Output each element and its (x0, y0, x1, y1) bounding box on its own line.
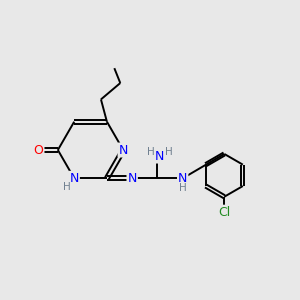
Text: O: O (34, 143, 44, 157)
Text: H: H (165, 148, 172, 158)
Text: H: H (179, 183, 187, 193)
Text: Cl: Cl (218, 206, 230, 219)
Text: N: N (70, 172, 79, 185)
Text: N: N (118, 143, 128, 157)
Text: H: H (63, 182, 71, 192)
Text: N: N (178, 172, 188, 185)
Text: H: H (147, 148, 155, 158)
Text: N: N (128, 172, 137, 185)
Text: N: N (155, 149, 164, 163)
